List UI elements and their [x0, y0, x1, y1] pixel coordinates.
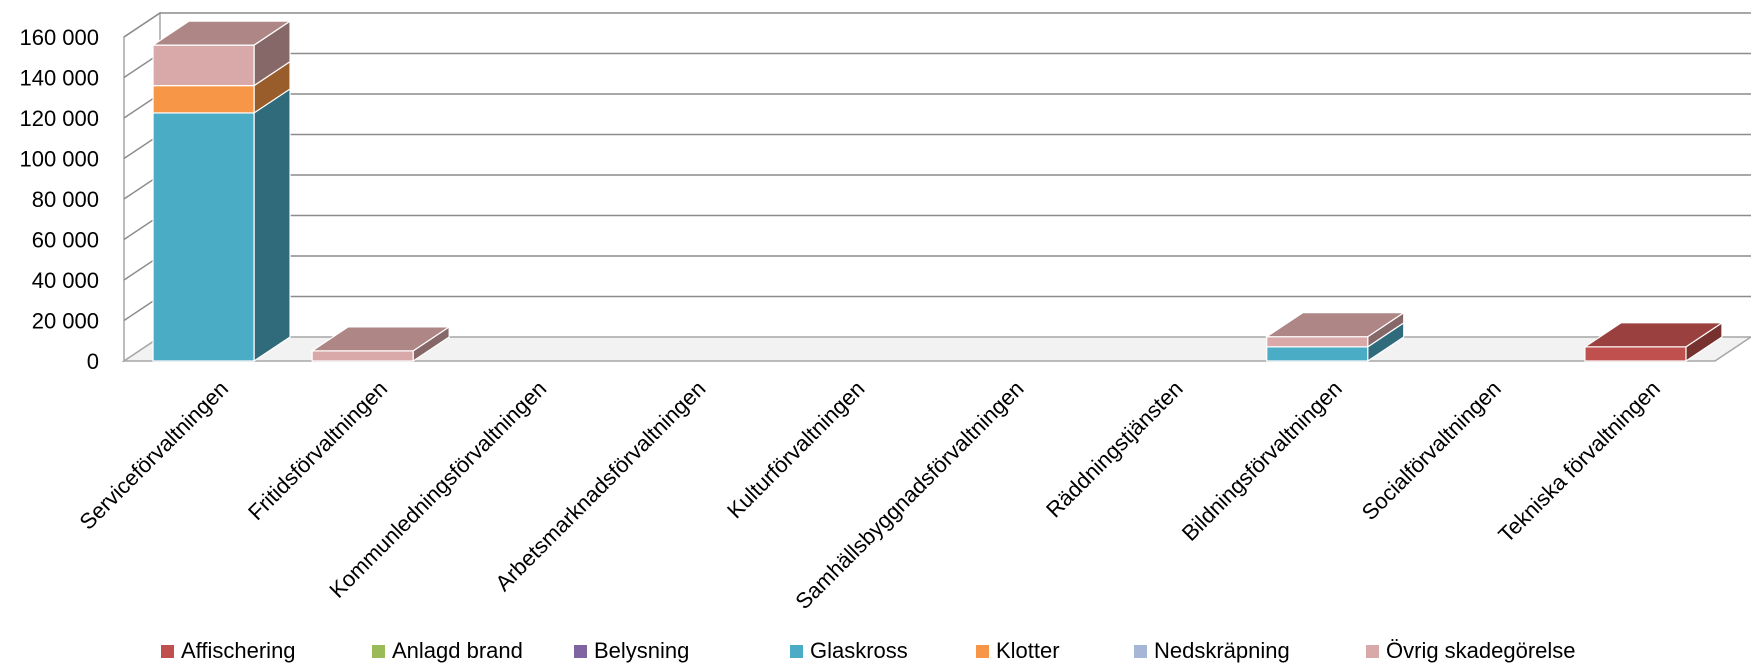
- gridline: [123, 255, 1751, 281]
- x-category-label: Räddningstjänsten: [1041, 376, 1188, 523]
- legend-item: Nedskräpning: [1134, 636, 1290, 666]
- chart-walls: [121, 11, 1751, 363]
- gridline: [123, 133, 1751, 160]
- gridline: [123, 93, 1751, 119]
- y-tick-label: 100 000: [19, 147, 99, 172]
- y-axis-ticks: 0 20 000 40 000 60 000 80 000 100 000 120 000 1…: [19, 25, 99, 374]
- y-tick-label: 40 000: [32, 268, 99, 293]
- x-category-label: Kulturförvaltningen: [722, 376, 869, 523]
- x-category-label: Fritidsförvaltningen: [243, 376, 392, 525]
- x-category-label: Bildningsförvaltningen: [1177, 376, 1347, 546]
- legend-swatch: [161, 644, 174, 658]
- legend-item: Belysning: [574, 636, 689, 666]
- legend-label: Nedskräpning: [1154, 638, 1290, 663]
- gridline: [123, 174, 1751, 200]
- bars: [151, 19, 1724, 363]
- y-tick-label: 60 000: [32, 228, 99, 253]
- legend-item: Anlagd brand: [372, 636, 523, 666]
- bar-segment-top: [1582, 322, 1724, 348]
- x-category-label: Serviceförvaltningen: [74, 376, 233, 535]
- x-category-label: Tekniska förvaltningen: [1493, 376, 1665, 548]
- y-tick-label: 80 000: [32, 187, 99, 212]
- bar-segment: [152, 84, 255, 114]
- legend-label: Klotter: [996, 638, 1060, 663]
- bar-segment: [1584, 346, 1687, 362]
- legend-label: Anlagd brand: [392, 638, 523, 663]
- y-tick-label: 160 000: [19, 25, 99, 50]
- bar-segment-top: [151, 20, 293, 46]
- legend-item: Affischering: [161, 636, 296, 666]
- gridline: [123, 12, 1751, 38]
- gridline: [123, 214, 1751, 241]
- legend-swatch: [790, 644, 803, 658]
- legend-label: Affischering: [181, 638, 296, 663]
- legend-swatch: [976, 644, 989, 658]
- legend-label: Glaskross: [810, 638, 908, 663]
- legend-label: Övrig skadegörelse: [1386, 638, 1576, 663]
- bar-segment-top: [1264, 312, 1406, 338]
- gridline: [123, 295, 1751, 322]
- bar-segment-top: [310, 326, 452, 352]
- bar-segment: [1266, 336, 1369, 348]
- legend-label: Belysning: [594, 638, 690, 663]
- y-tick-label: 20 000: [32, 309, 99, 334]
- x-axis-labels: Serviceförvaltningen Fritidsförvaltningen…: [74, 376, 1665, 614]
- gridlines: [123, 12, 1751, 322]
- y-tick-label: 0: [87, 349, 99, 374]
- bar-segment: [152, 44, 255, 87]
- legend: Affischering Anlagd brand Belysning Glaskro…: [0, 636, 1751, 666]
- legend-swatch: [574, 644, 587, 658]
- legend-swatch: [1134, 644, 1147, 658]
- legend-item: Klotter: [976, 636, 1060, 666]
- y-tick-label: 120 000: [19, 106, 99, 131]
- bar-segment: [1266, 346, 1369, 362]
- legend-item: Övrig skadegörelse: [1366, 636, 1576, 666]
- gridline: [123, 52, 1751, 79]
- legend-swatch: [1366, 644, 1379, 658]
- bar-segment-side: [253, 87, 291, 363]
- legend-item: Glaskross: [790, 636, 908, 666]
- legend-swatch: [372, 644, 385, 658]
- bar-segment: [311, 350, 414, 362]
- bar-segment: [152, 112, 255, 362]
- x-category-label: Socialförvaltningen: [1357, 376, 1506, 525]
- y-tick-label: 140 000: [19, 66, 99, 91]
